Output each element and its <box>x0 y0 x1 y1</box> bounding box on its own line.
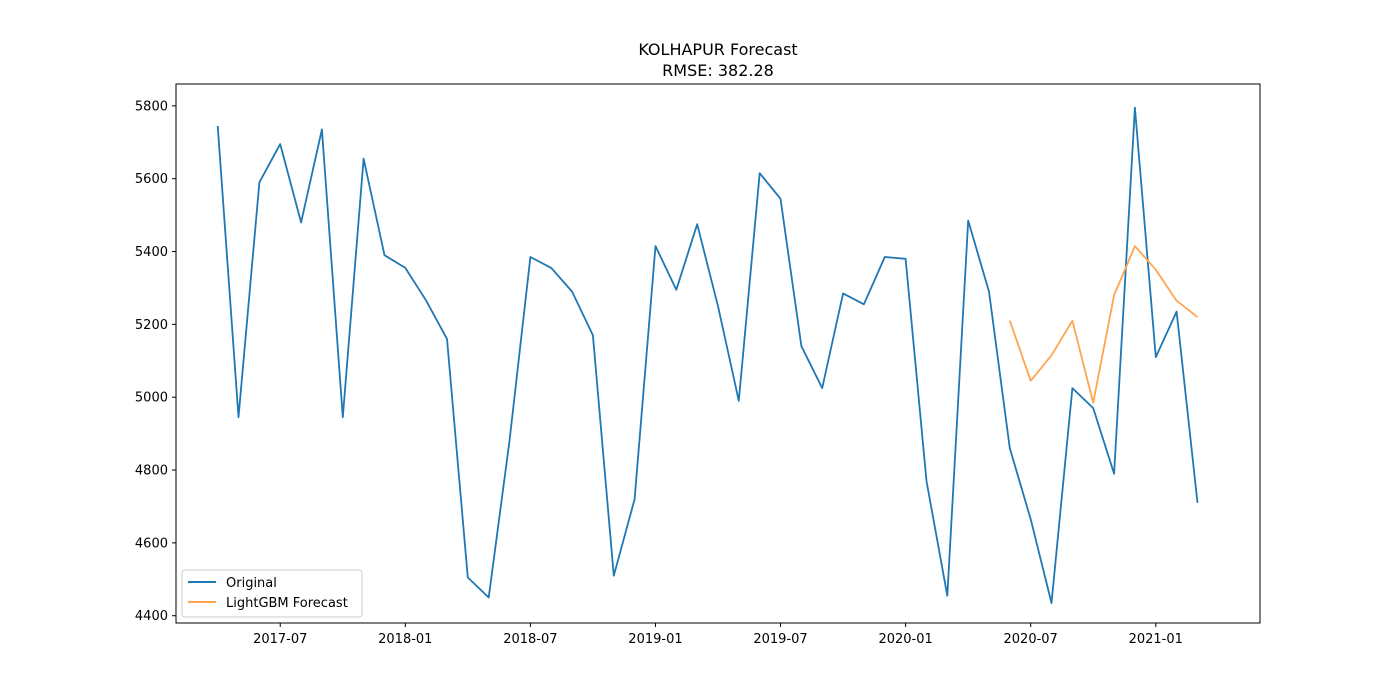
y-tick-label: 4400 <box>135 609 168 624</box>
y-tick-label: 5600 <box>135 172 168 187</box>
chart-subtitle: RMSE: 382.28 <box>662 61 774 80</box>
chart-title: KOLHAPUR Forecast <box>638 40 797 59</box>
x-tick-label: 2020-07 <box>1004 632 1058 647</box>
y-tick-label: 5400 <box>135 245 168 260</box>
series-layer <box>216 106 1199 604</box>
x-tick-label: 2018-07 <box>503 632 557 647</box>
x-tick-label: 2021-01 <box>1129 632 1183 647</box>
y-axis: 4400 4600 4800 5000 5200 5400 5600 5800 <box>135 99 176 624</box>
series-line-lightgbm-forecast <box>1008 245 1199 404</box>
plot-frame <box>175 83 1261 624</box>
x-tick-label: 2019-01 <box>628 632 682 647</box>
x-tick-label: 2017-07 <box>253 632 307 647</box>
y-tick-label: 5000 <box>135 391 168 406</box>
legend: Original LightGBM Forecast <box>181 569 363 618</box>
legend-box <box>181 569 363 618</box>
legend-label-original: Original <box>226 576 277 591</box>
y-tick-label: 5200 <box>135 318 168 333</box>
series-line-original <box>216 106 1199 604</box>
x-tick-label: 2018-01 <box>378 632 432 647</box>
y-tick-label: 4800 <box>135 464 168 479</box>
y-tick-label: 5800 <box>135 99 168 114</box>
x-axis: 2017-07 2018-01 2018-07 2019-01 2019-07 2020-… <box>253 623 1183 647</box>
legend-label-lightgbm-forecast: LightGBM Forecast <box>226 596 348 611</box>
x-tick-label: 2019-07 <box>753 632 807 647</box>
x-tick-label: 2020-01 <box>878 632 932 647</box>
y-tick-label: 4600 <box>135 536 168 551</box>
